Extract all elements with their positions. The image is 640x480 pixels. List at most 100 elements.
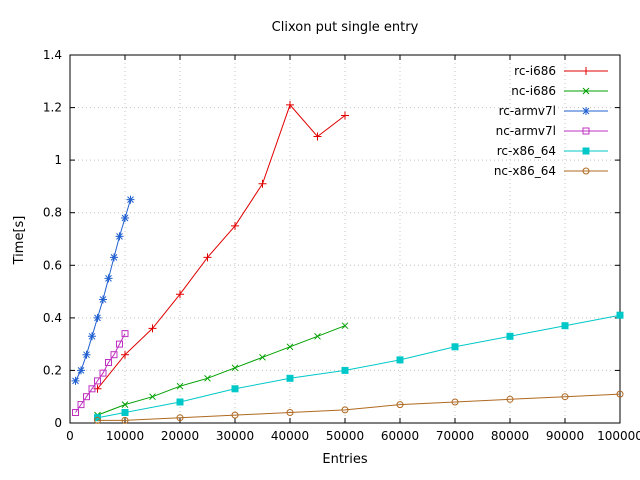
marker-square-open: [121, 330, 129, 338]
series-line: [97, 314, 621, 419]
y-tick-label: 0.8: [43, 206, 62, 220]
marker-plus: [313, 132, 322, 141]
x-tick-label: 100000: [597, 429, 640, 443]
series-rc-armv7l: [71, 195, 135, 385]
marker-circle-open: [121, 416, 129, 424]
series-nc-x86_64: [94, 390, 624, 424]
x-tick-label: 60000: [381, 429, 419, 443]
marker-cross: [341, 322, 349, 330]
series-line: [97, 325, 346, 416]
y-tick-label: 0: [54, 416, 62, 430]
marker-plus: [176, 290, 184, 299]
marker-circle-open: [286, 409, 294, 416]
marker-circle-open: [341, 406, 349, 414]
series-line: [97, 103, 346, 390]
marker-circle-open: [396, 401, 404, 409]
marker-square-open: [77, 401, 85, 409]
x-tick-label: 30000: [216, 429, 254, 443]
marker-plus: [231, 221, 239, 230]
y-tick-label: 0.4: [43, 311, 62, 325]
series-rc-i686: [93, 100, 349, 393]
marker-circle-open: [94, 416, 101, 424]
marker-asterisk: [77, 366, 85, 375]
marker-square-filled: [286, 374, 294, 382]
x-tick-label: 0: [66, 429, 74, 443]
marker-square-filled: [561, 322, 569, 330]
marker-plus: [582, 67, 590, 75]
marker-circle-open: [451, 398, 459, 406]
series-line: [75, 199, 131, 382]
y-tick-label: 1.4: [43, 48, 62, 62]
x-tick-label: 20000: [161, 429, 199, 443]
marker-asterisk: [93, 313, 102, 322]
marker-square-filled: [341, 366, 349, 374]
series-line: [75, 333, 126, 413]
marker-asterisk: [126, 195, 135, 204]
marker-cross: [204, 374, 211, 382]
marker-asterisk: [110, 253, 118, 262]
marker-asterisk: [115, 232, 124, 241]
series-line: [97, 393, 621, 421]
marker-asterisk: [99, 295, 107, 304]
marker-circle-open: [506, 395, 514, 403]
marker-circle-open: [231, 411, 239, 419]
legend-label: rc-armv7l: [499, 104, 556, 118]
marker-square-filled: [176, 398, 184, 406]
marker-square-filled: [582, 147, 590, 155]
series-nc-armv7l: [72, 330, 129, 416]
marker-asterisk: [121, 214, 129, 222]
marker-cross: [259, 353, 266, 361]
marker-plus: [148, 324, 157, 333]
marker-square-open: [110, 351, 118, 359]
marker-circle-open: [616, 390, 624, 398]
marker-cross: [121, 401, 129, 408]
legend-label: rc-x86_64: [497, 144, 556, 158]
marker-square-open: [94, 377, 101, 385]
legend-label: nc-i686: [511, 84, 556, 98]
chart-title: Clixon put single entry: [271, 20, 419, 35]
marker-plus: [286, 100, 294, 109]
marker-square-open: [88, 385, 96, 393]
marker-square-open: [72, 409, 79, 416]
marker-asterisk: [71, 376, 80, 385]
marker-circle-open: [582, 167, 590, 175]
marker-cross: [582, 87, 590, 95]
marker-square-filled: [231, 385, 239, 393]
legend-label: nc-x86_64: [494, 164, 556, 178]
marker-square-filled: [451, 343, 459, 351]
y-tick-label: 1.2: [43, 101, 62, 115]
series-rc-x86_64: [94, 311, 624, 422]
x-tick-label: 70000: [436, 429, 474, 443]
marker-square-filled: [506, 332, 514, 340]
marker-cross: [286, 343, 294, 351]
marker-circle-open: [176, 414, 184, 422]
marker-square-filled: [396, 356, 404, 364]
marker-cross: [149, 393, 156, 401]
marker-asterisk: [82, 350, 91, 359]
marker-square-open: [105, 359, 112, 366]
y-tick-label: 0.2: [43, 363, 62, 377]
x-tick-label: 40000: [271, 429, 309, 443]
marker-asterisk: [582, 107, 590, 115]
x-axis-label: Entries: [322, 452, 368, 467]
marker-asterisk: [104, 274, 113, 283]
marker-plus: [341, 111, 349, 120]
marker-cross: [176, 382, 184, 390]
marker-square-open: [116, 340, 123, 348]
marker-square-open: [99, 369, 107, 377]
marker-plus: [258, 179, 267, 188]
marker-square-open: [582, 127, 590, 135]
marker-circle-open: [561, 393, 569, 401]
marker-plus: [121, 350, 129, 359]
y-tick-label: 0.6: [43, 258, 62, 272]
marker-plus: [203, 253, 212, 262]
x-tick-label: 90000: [546, 429, 584, 443]
x-tick-label: 50000: [326, 429, 364, 443]
x-tick-label: 80000: [491, 429, 529, 443]
marker-square-filled: [121, 409, 129, 416]
series-nc-i686: [94, 322, 349, 419]
legend-label: rc-i686: [514, 64, 556, 78]
marker-asterisk: [88, 332, 96, 341]
marker-square-filled: [616, 311, 624, 319]
